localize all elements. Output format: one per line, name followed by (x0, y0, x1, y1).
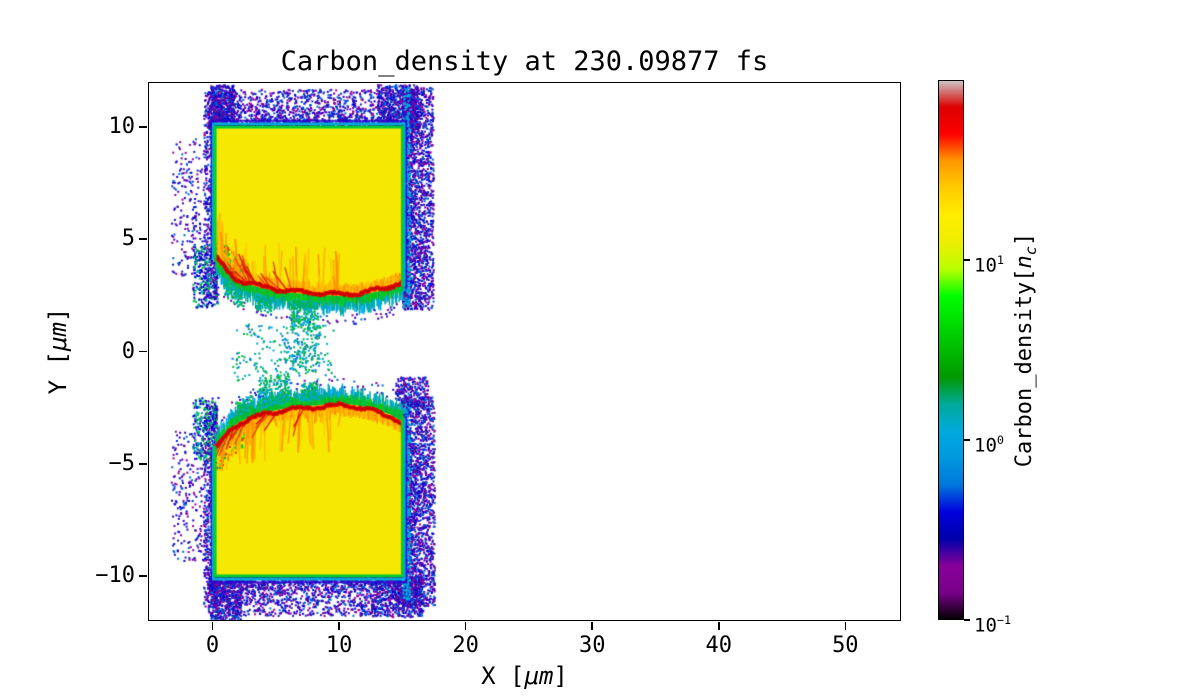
x-axis-label: X [μm] (148, 662, 901, 690)
x-tick-mark (718, 622, 720, 630)
heatmap-canvas (148, 82, 901, 621)
y-axis-label: Y [μm] (44, 308, 72, 395)
colorbar-tick-mark (964, 259, 970, 261)
colorbar-label-close: ] (1011, 232, 1037, 247)
y-tick-label: 10 (108, 113, 136, 139)
x-tick-mark (211, 622, 214, 630)
x-axis-label-text: X [ (481, 662, 525, 690)
colorbar-tick-label: 100 (974, 433, 1004, 457)
y-axis-label-close: ] (44, 307, 72, 323)
colorbar-tick-mark (964, 619, 970, 621)
colorbar-label-sub: c (1022, 246, 1041, 256)
x-tick-label: 30 (578, 633, 606, 658)
y-tick-mark (139, 238, 147, 240)
y-tick-mark (139, 575, 147, 577)
y-tick-mark (139, 463, 147, 465)
x-tick-mark (844, 622, 847, 630)
x-tick-mark (591, 622, 593, 630)
colorbar-tick-label: 10−1 (974, 613, 1012, 637)
x-tick-label: 20 (452, 633, 479, 658)
y-axis-unit: μm (44, 322, 72, 351)
x-tick-mark (464, 622, 467, 630)
x-axis-label-close: ] (553, 662, 568, 690)
chart-title: Carbon_density at 230.09877 fs (280, 46, 769, 77)
x-tick-label: 10 (325, 633, 353, 658)
x-axis-unit: μm (524, 662, 554, 690)
colorbar-tick-mark (964, 439, 970, 441)
y-axis-label-text: Y [ (44, 351, 72, 395)
colorbar-label-var: n (1011, 255, 1037, 269)
colorbar-label-text: Carbon_density[ (1011, 268, 1037, 468)
x-tick-label: 40 (705, 633, 733, 658)
y-tick-label: −10 (95, 563, 135, 589)
y-tick-label: −5 (108, 450, 136, 476)
y-tick-mark (139, 126, 147, 128)
y-tick-mark (139, 350, 147, 353)
colorbar-gradient (938, 80, 964, 620)
x-tick-label: 50 (832, 633, 859, 658)
colorbar-label: Carbon_density[nc] (1012, 233, 1040, 467)
y-tick-label: 5 (121, 226, 135, 252)
x-tick-label: 0 (205, 633, 220, 658)
y-tick-label: 0 (121, 338, 135, 364)
colorbar-tick-label: 101 (974, 253, 1004, 277)
x-tick-mark (338, 622, 340, 630)
